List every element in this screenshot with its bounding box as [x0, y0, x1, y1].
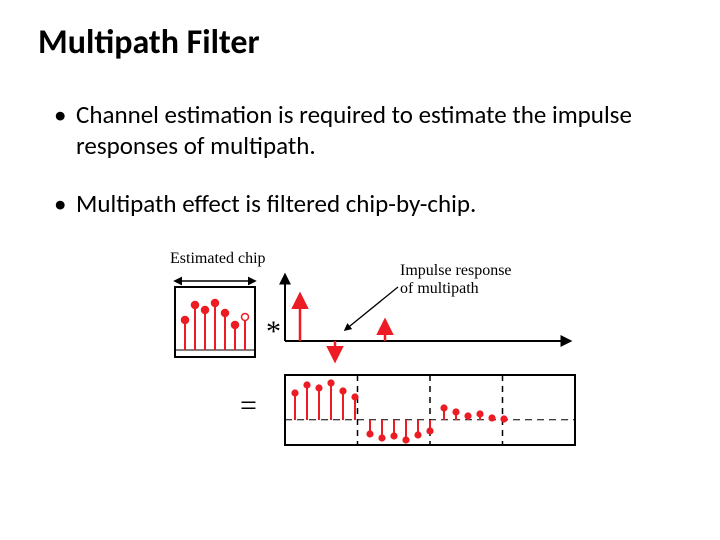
bullet-item: Multipath effect is filtered chip-by-chi… — [54, 188, 682, 219]
svg-text:of multipath: of multipath — [400, 280, 479, 297]
svg-text:Impulse response: Impulse response — [400, 262, 512, 279]
multipath-diagram: Estimated chip * Impulse responseof multip… — [140, 245, 580, 455]
bullet-list: Channel estimation is required to estima… — [38, 99, 682, 219]
svg-text:Estimated chip: Estimated chip — [170, 250, 266, 267]
slide-title: Multipath Filter — [38, 22, 682, 63]
bullet-item: Channel estimation is required to estima… — [54, 99, 682, 162]
svg-text:*: * — [266, 315, 281, 348]
svg-text:=: = — [240, 389, 257, 422]
